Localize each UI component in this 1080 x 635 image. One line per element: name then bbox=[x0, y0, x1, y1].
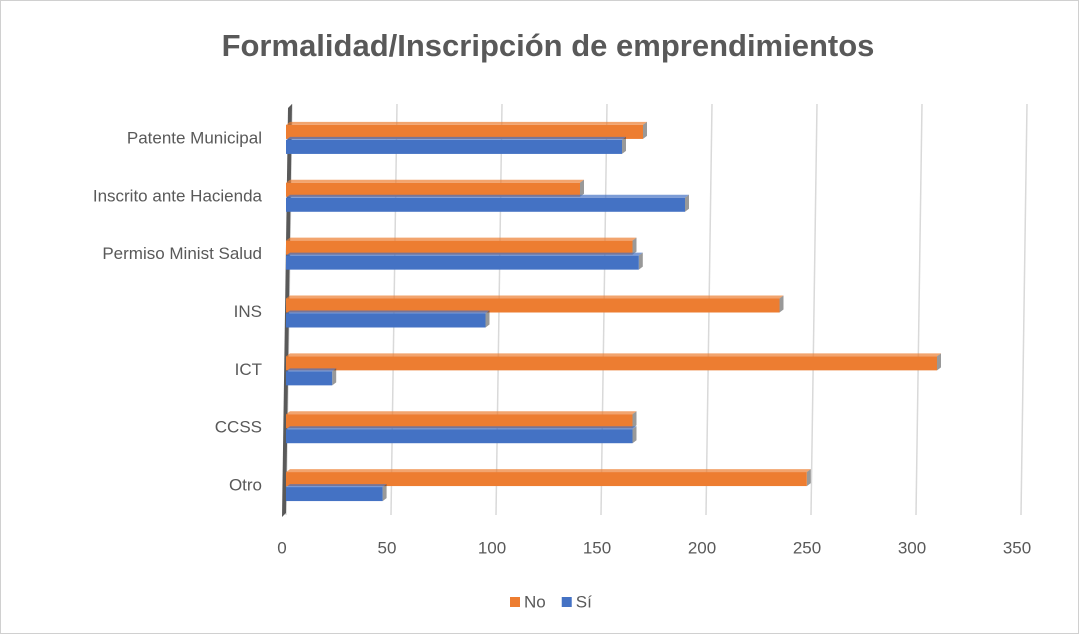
bar-side bbox=[632, 237, 637, 255]
bar bbox=[286, 313, 486, 328]
bar-side bbox=[580, 179, 584, 197]
bar-side bbox=[382, 484, 387, 502]
bar-side bbox=[332, 368, 337, 386]
bar-top bbox=[286, 484, 387, 488]
grid-line bbox=[915, 103, 923, 516]
legend-label: No bbox=[524, 592, 546, 611]
x-tick-label: 50 bbox=[378, 538, 397, 557]
bar-side bbox=[685, 194, 689, 212]
legend-swatch bbox=[561, 597, 572, 607]
bar-top bbox=[286, 136, 626, 140]
y-tick-label: Inscrito ante Hacienda bbox=[93, 186, 263, 205]
bar-top bbox=[286, 426, 637, 430]
bar-side bbox=[622, 136, 626, 154]
bar bbox=[286, 414, 633, 429]
chart-title: Formalidad/Inscripción de emprendimiento… bbox=[222, 28, 875, 63]
bar-top bbox=[286, 252, 643, 256]
bar-side bbox=[779, 295, 784, 313]
bar bbox=[286, 255, 639, 270]
y-tick-label: INS bbox=[234, 302, 262, 321]
bar-side bbox=[632, 426, 637, 444]
bar-top bbox=[286, 310, 490, 314]
bar-top bbox=[286, 237, 637, 241]
bar-top bbox=[286, 179, 584, 183]
x-tick-label: 100 bbox=[478, 538, 506, 557]
x-tick-label: 150 bbox=[583, 538, 611, 557]
grid-line bbox=[810, 103, 818, 516]
bar-side bbox=[806, 469, 811, 487]
grid-line bbox=[1020, 103, 1028, 516]
bar-side bbox=[643, 121, 647, 139]
bar bbox=[286, 298, 780, 313]
bar-side bbox=[937, 353, 941, 371]
x-tick-label: 250 bbox=[793, 538, 821, 557]
x-tick-label: 200 bbox=[688, 538, 716, 557]
bar-top bbox=[286, 411, 637, 415]
bar-side bbox=[638, 252, 643, 270]
bar bbox=[286, 371, 333, 386]
legend-swatch bbox=[510, 597, 520, 607]
bar-top bbox=[286, 469, 811, 473]
x-tick-label: 0 bbox=[277, 538, 286, 557]
y-tick-label: Patente Municipal bbox=[127, 128, 262, 147]
x-tick-label: 350 bbox=[1003, 538, 1031, 557]
bar-top bbox=[286, 295, 784, 299]
bar bbox=[286, 139, 622, 154]
bar bbox=[286, 182, 580, 197]
y-tick-label: CCSS bbox=[215, 418, 262, 437]
bar-top bbox=[286, 194, 689, 198]
y-tick-label: Permiso Minist Salud bbox=[102, 244, 262, 263]
bar bbox=[286, 240, 633, 255]
y-tick-label: Otro bbox=[229, 476, 262, 495]
y-tick-label: ICT bbox=[235, 360, 262, 379]
bar-side bbox=[632, 411, 637, 429]
bar bbox=[286, 472, 807, 487]
bar bbox=[286, 124, 643, 139]
bar bbox=[286, 197, 685, 212]
bar-side bbox=[485, 310, 490, 328]
bar-top bbox=[286, 121, 647, 125]
bar bbox=[286, 487, 383, 502]
x-tick-label: 300 bbox=[898, 538, 926, 557]
bar bbox=[286, 429, 633, 444]
bar-top bbox=[286, 353, 941, 357]
bar-top bbox=[286, 368, 337, 372]
legend-label: Sí bbox=[576, 592, 592, 611]
bar bbox=[286, 356, 937, 371]
